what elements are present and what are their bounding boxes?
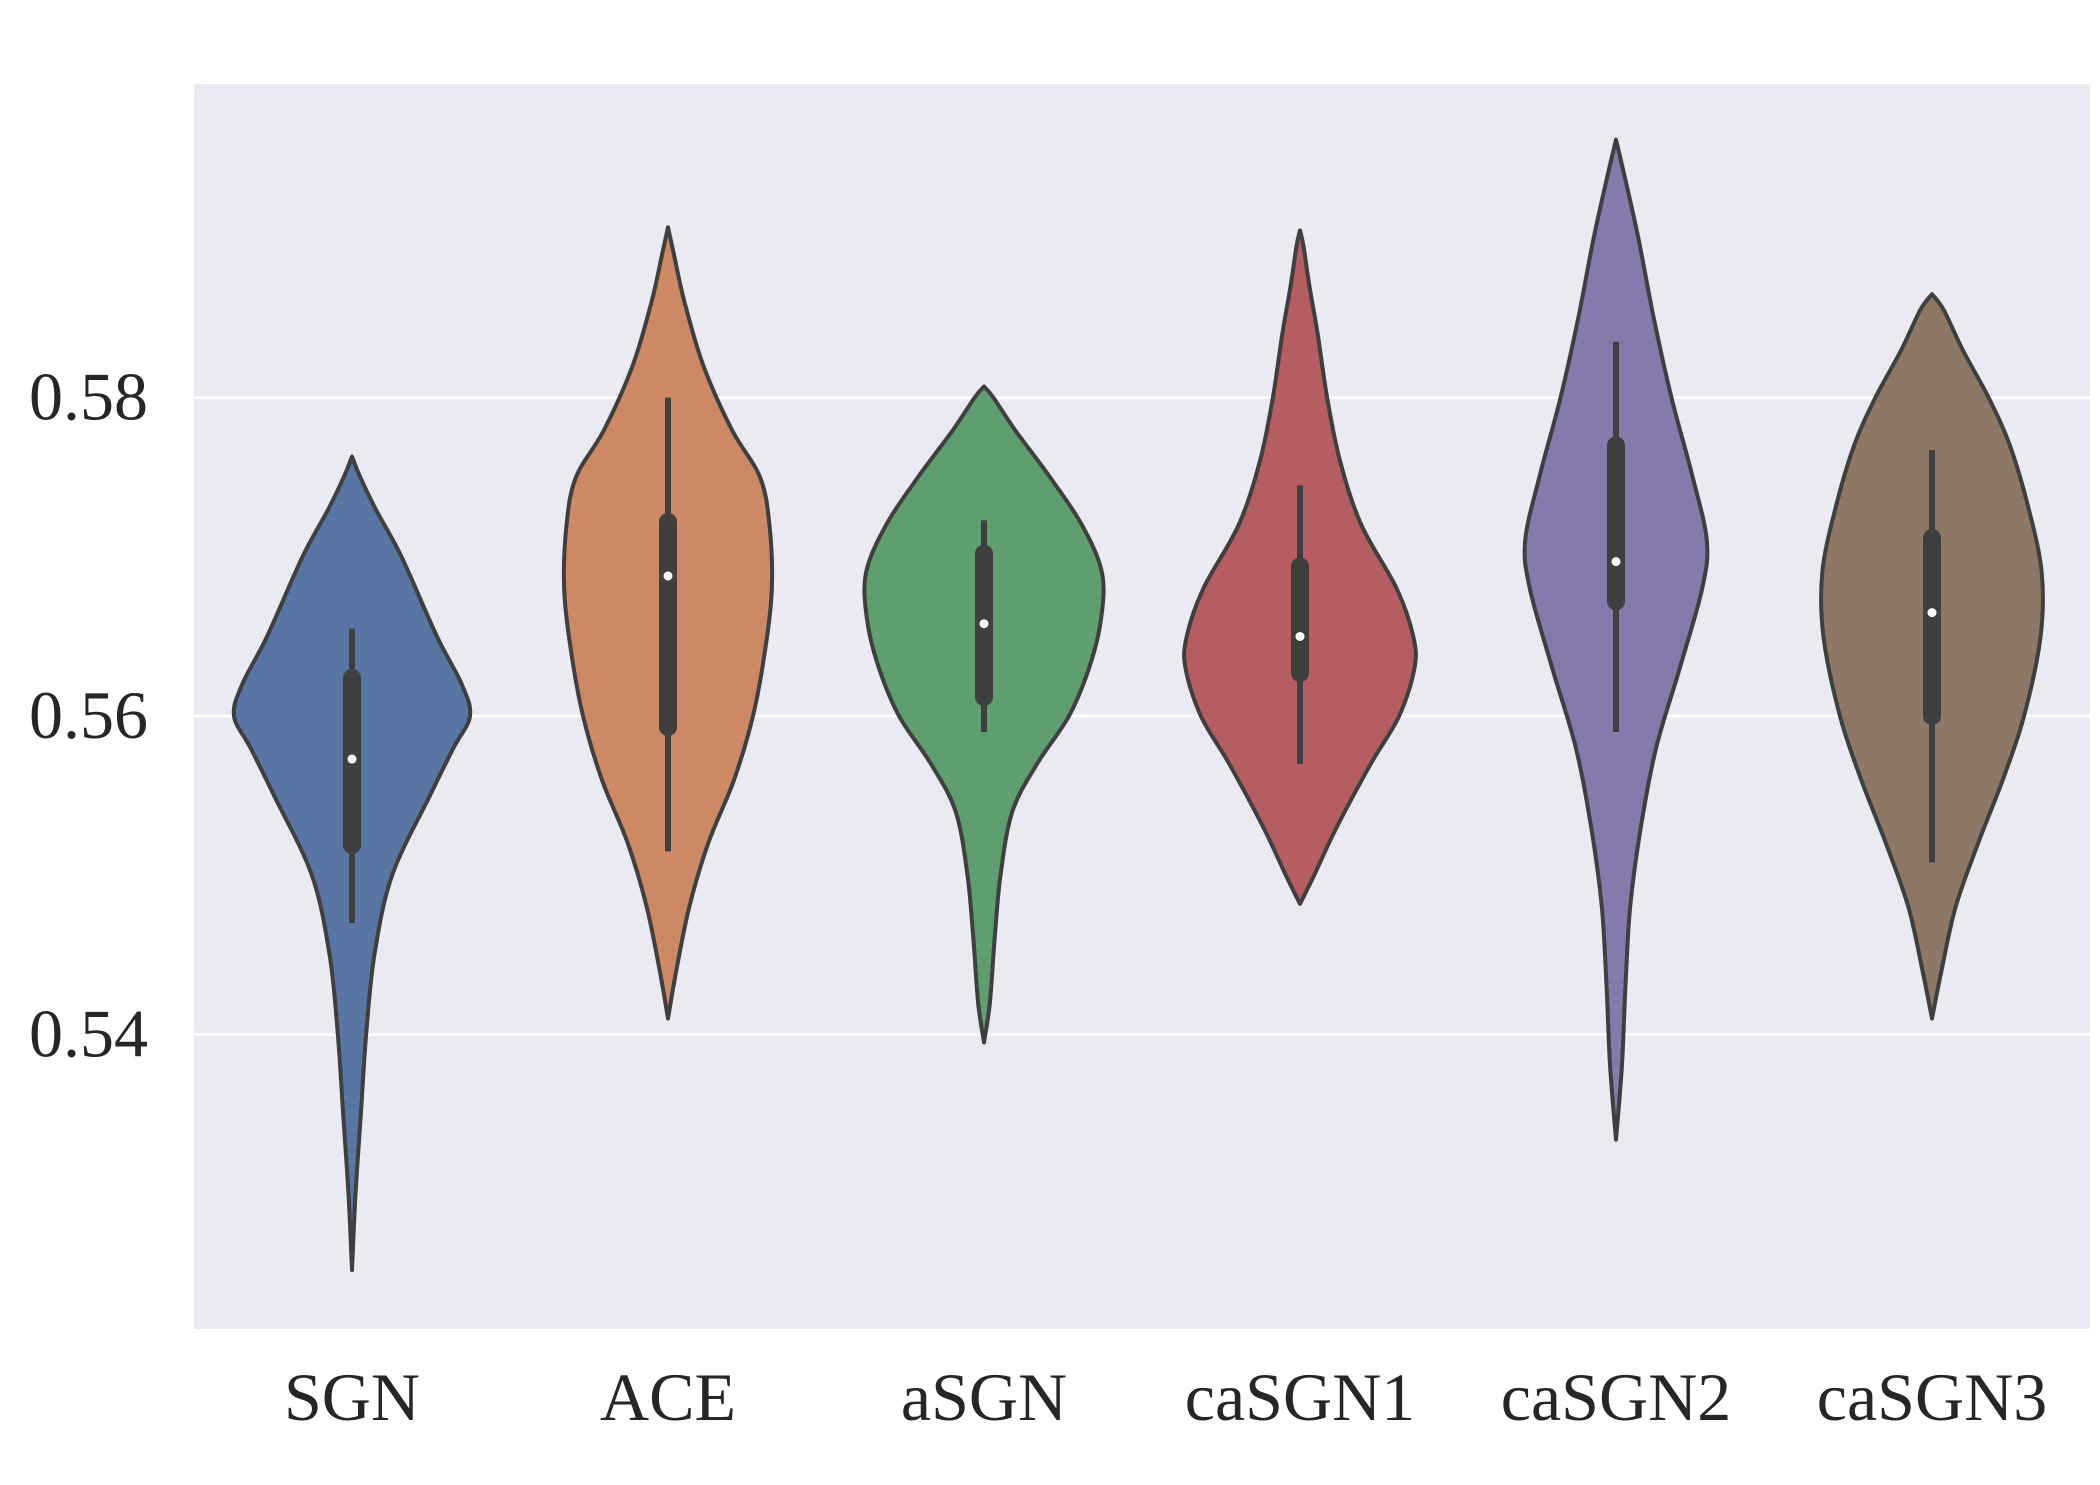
plot-area-background <box>194 84 2090 1329</box>
x-category-label: ACE <box>600 1359 736 1435</box>
x-category-label: aSGN <box>901 1359 1067 1435</box>
gridlines <box>194 396 2090 1036</box>
violin-median-point <box>347 754 357 764</box>
violin-median-point <box>979 619 989 629</box>
violin-median-point <box>1295 631 1305 641</box>
y-tick-label: 0.54 <box>29 995 148 1071</box>
violin-median-point <box>663 571 673 581</box>
x-axis-category-labels: SGN ACE aSGN caSGN1 caSGN2 caSGN3 <box>284 1359 2047 1435</box>
violin-median-point <box>1927 608 1937 618</box>
violin-caSGN3 <box>1818 292 2046 1021</box>
y-axis-tick-labels: 0.54 0.56 0.58 <box>29 359 148 1072</box>
y-tick-label: 0.58 <box>29 359 148 435</box>
x-category-label: caSGN2 <box>1501 1359 1731 1435</box>
x-category-label: SGN <box>284 1359 420 1435</box>
violin-caSGN2 <box>1522 137 1710 1142</box>
violin-median-point <box>1611 557 1621 567</box>
x-category-label: caSGN1 <box>1185 1359 1415 1435</box>
violin-aSGN <box>862 384 1106 1045</box>
x-category-label: caSGN3 <box>1817 1359 2047 1435</box>
violin-ACE <box>561 225 775 1021</box>
violin-SGN <box>231 454 473 1273</box>
violins <box>231 137 2046 1273</box>
violin-caSGN1 <box>1182 228 1418 906</box>
y-tick-label: 0.56 <box>29 677 148 753</box>
